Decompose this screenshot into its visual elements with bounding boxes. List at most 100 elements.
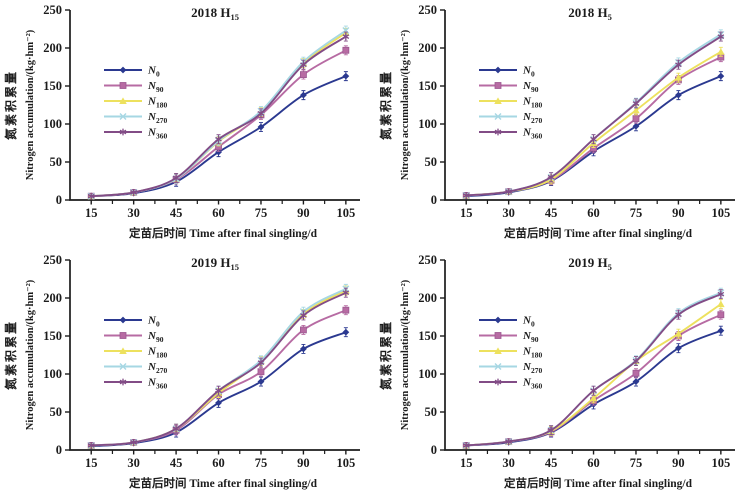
y-axis-label-en: Nitrogen accumulation/(kg·hm⁻²): [400, 279, 411, 430]
data-point-marker-asterisk: [632, 100, 640, 107]
data-point-marker-triangle: [632, 106, 640, 114]
data-point-marker-x: [119, 363, 127, 370]
series-N270: [462, 287, 725, 449]
series-line-N360: [90, 291, 347, 447]
axes-lines: [444, 260, 735, 451]
chart-2019-h15: 0 50 100 150 200 250 15 30 45 60 75 90 105 2019 H15 定苗…: [0, 250, 375, 500]
chart-title: 2019 H5: [568, 255, 612, 272]
legend-label-N0: N0: [147, 315, 160, 329]
series-line-N360: [465, 293, 722, 447]
legend-label-N0: N0: [522, 315, 535, 329]
x-axis-label: 定苗后时间 Time after final singling/d: [504, 226, 693, 240]
x-tick-label: 45: [545, 456, 558, 470]
y-tick-label: 250: [43, 253, 62, 267]
data-point-marker-x: [494, 363, 502, 370]
x-axis-label: 定苗后时间 Time after final singling/d: [504, 476, 693, 490]
data-point-marker-square: [632, 115, 640, 123]
data-point-marker-diamond: [632, 378, 640, 385]
x-tick-label: 15: [460, 456, 473, 470]
y-tick-label: 150: [418, 79, 437, 93]
x-tick-label: 60: [587, 206, 600, 220]
data-point-marker-asterisk: [717, 33, 725, 40]
data-point-marker-diamond: [215, 399, 222, 407]
data-point-marker-diamond: [494, 66, 502, 74]
x-tick-label: 75: [630, 456, 643, 470]
legend-label-N90: N90: [522, 80, 539, 94]
legend-label-N180: N180: [522, 346, 542, 360]
series-N360: [462, 31, 725, 199]
data-point-marker-asterisk: [172, 425, 180, 433]
data-point-marker-asterisk: [590, 387, 597, 395]
data-point-marker-asterisk: [215, 135, 222, 143]
x-tick-label: 30: [127, 206, 140, 220]
data-point-marker-asterisk: [257, 359, 265, 366]
y-axis-label-en: Nitrogen accumulation/(kg·hm⁻²): [25, 29, 36, 180]
y-axis-label-cn: 氮素积累量: [3, 70, 18, 140]
data-point-marker-triangle: [119, 97, 127, 104]
y-tick-label: 150: [418, 329, 437, 343]
data-point-marker-asterisk: [505, 188, 512, 196]
data-point-marker-asterisk: [717, 290, 725, 298]
x-tick-label: 15: [460, 206, 473, 220]
data-point-marker-diamond: [632, 122, 640, 130]
data-point-marker-triangle: [674, 330, 683, 337]
x-tick-label: 90: [297, 456, 310, 470]
axes-lines: [444, 10, 735, 201]
data-point-marker-asterisk: [675, 311, 682, 319]
chart-svg-2019-h5: 0 50 100 150 200 250 15 30 45 60 75 90 105 2019 H5 定苗后…: [378, 253, 735, 490]
chart-svg-2019-h15: 0 50 100 150 200 250 15 30 45 60 75 90 105 2019 H15 定苗…: [3, 253, 360, 490]
y-tick-label: 200: [418, 41, 437, 55]
data-point-marker-asterisk: [119, 128, 127, 136]
x-tick-label: 105: [711, 456, 730, 470]
data-point-marker-asterisk: [590, 135, 597, 143]
x-axis-label: 定苗后时间 Time after final singling/d: [129, 226, 318, 240]
chart-svg-2018-h15: 0 50 100 150 200 250 15 30 45 60 75 90 105 2018 H15 定苗…: [3, 3, 360, 240]
y-axis-label-en: Nitrogen accumulation/(kg·hm⁻²): [400, 29, 411, 180]
data-point-marker-diamond: [494, 316, 502, 324]
x-tick-label: 105: [336, 456, 355, 470]
data-point-marker-square: [119, 332, 127, 339]
x-tick-label: 75: [255, 206, 268, 220]
x-tick-label: 105: [336, 206, 355, 220]
legend-label-N270: N270: [522, 111, 542, 125]
y-tick-label: 250: [43, 3, 62, 17]
series-N90: [87, 305, 350, 449]
data-point-marker-asterisk: [257, 109, 265, 117]
legend-label-N180: N180: [147, 346, 167, 360]
data-point-marker-square: [119, 82, 127, 89]
data-point-marker-diamond: [257, 123, 265, 131]
legend-label-N90: N90: [147, 80, 164, 94]
series-N360: [87, 31, 350, 200]
data-point-marker-asterisk: [547, 173, 555, 181]
y-tick-label: 150: [43, 329, 62, 343]
data-point-marker-diamond: [675, 344, 682, 352]
data-point-marker-asterisk: [494, 128, 502, 136]
data-point-marker-triangle: [119, 347, 127, 354]
series-N180: [87, 27, 350, 200]
data-point-marker-square: [717, 311, 725, 319]
data-point-marker-diamond: [300, 91, 307, 99]
y-axis-label-cn: 氮素积累量: [378, 70, 393, 140]
data-point-marker-triangle: [717, 48, 725, 55]
data-point-marker-asterisk: [675, 61, 682, 69]
data-point-marker-asterisk: [342, 289, 350, 297]
series-line-N90: [90, 309, 347, 447]
data-point-marker-asterisk: [547, 426, 555, 434]
x-tick-label: 15: [85, 456, 98, 470]
legend-label-N360: N360: [147, 127, 167, 141]
chart-2019-h5: 0 50 100 150 200 250 15 30 45 60 75 90 105 2019 H5 定苗后…: [375, 250, 750, 500]
y-tick-label: 250: [418, 3, 437, 17]
x-tick-label: 45: [545, 206, 558, 220]
series-line-N270: [90, 29, 347, 198]
data-point-marker-diamond: [215, 148, 222, 156]
y-tick-label: 200: [43, 291, 62, 305]
data-point-marker-asterisk: [462, 192, 470, 199]
legend-label-N360: N360: [522, 377, 542, 391]
chart-title: 2019 H15: [191, 255, 239, 272]
data-point-marker-diamond: [717, 327, 725, 335]
data-point-marker-square: [494, 332, 502, 339]
data-point-marker-asterisk: [172, 174, 180, 182]
